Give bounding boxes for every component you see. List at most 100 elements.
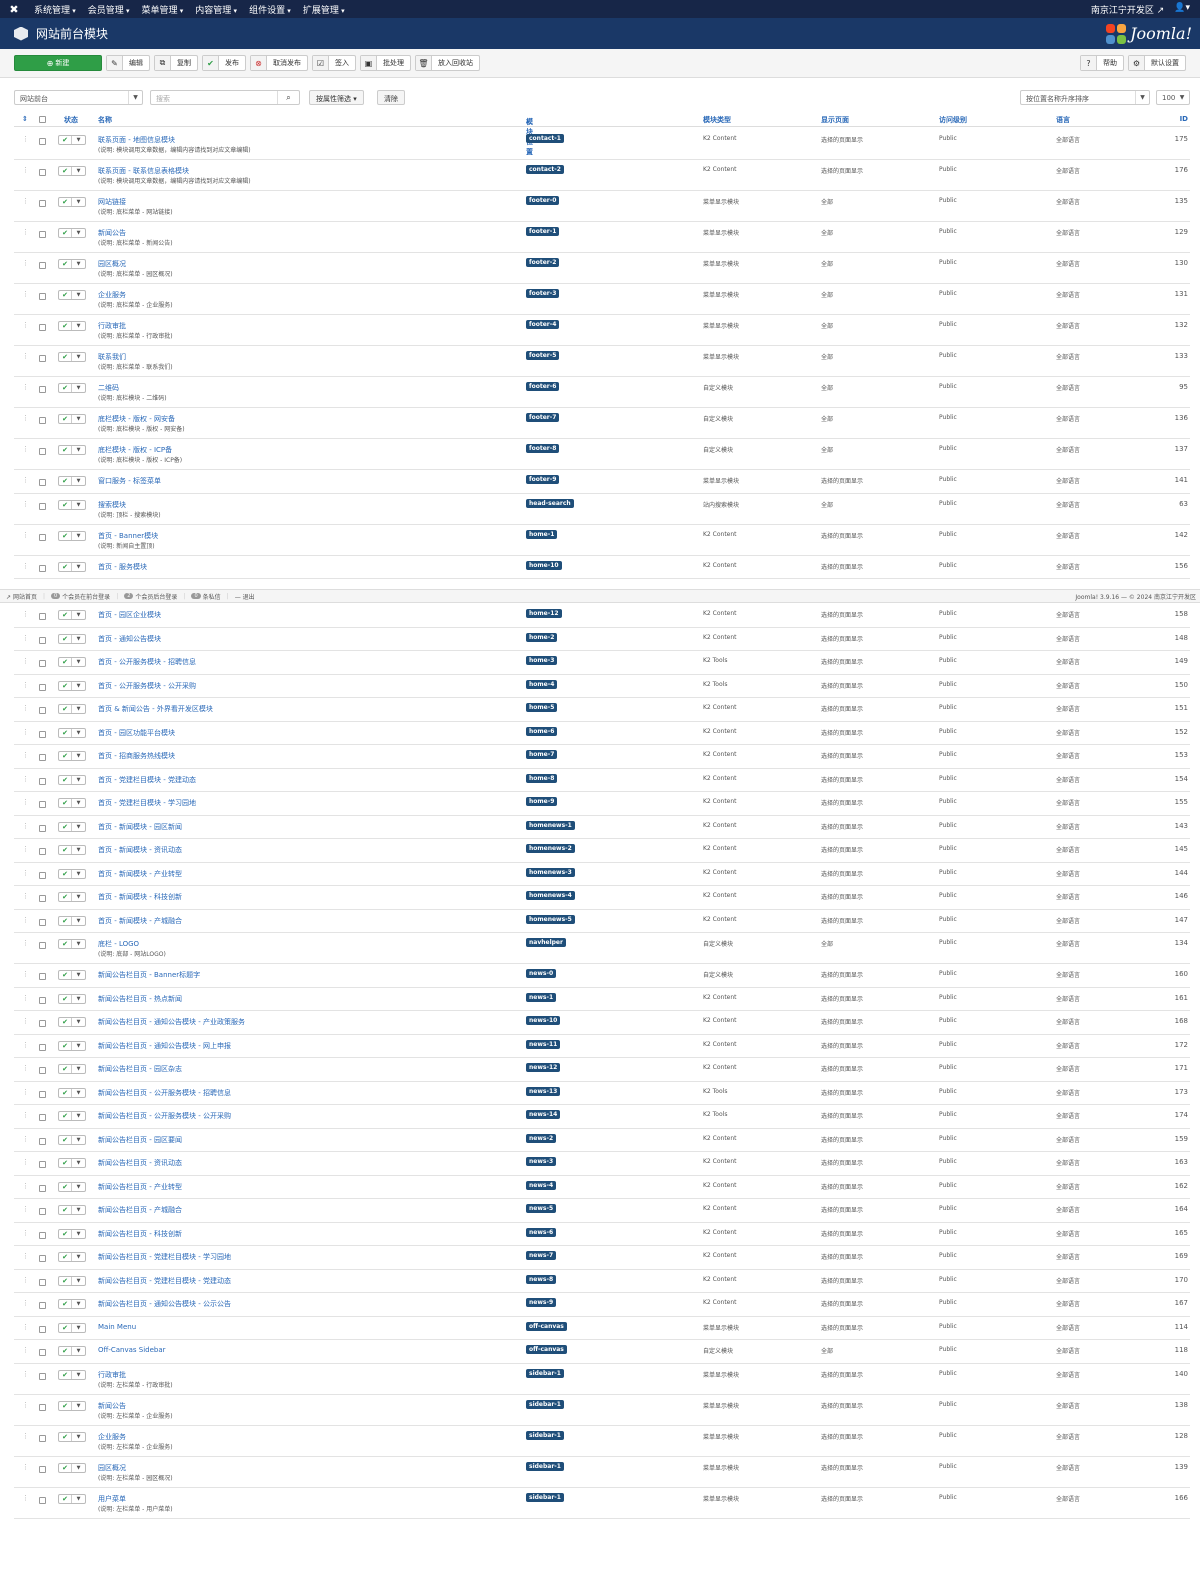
row-checkbox[interactable] <box>39 1020 46 1027</box>
status-toggle[interactable]: ✔ ▼ <box>58 321 86 331</box>
module-title-link[interactable]: 园区概况 <box>98 1463 126 1472</box>
chevron-down-icon[interactable]: ▼ <box>76 753 81 759</box>
chevron-down-icon[interactable]: ▼ <box>76 823 81 830</box>
status-toggle[interactable]: ✔ ▼ <box>58 135 86 145</box>
published-check-icon[interactable]: ✔ <box>59 229 73 237</box>
row-checkbox[interactable] <box>39 754 46 761</box>
filter-options-button[interactable]: 按属性筛选 ▾ <box>309 90 364 105</box>
status-toggle[interactable]: ✔ ▼ <box>58 1275 86 1286</box>
published-check-icon[interactable]: ✔ <box>59 415 73 423</box>
status-toggle[interactable]: ✔ ▼ <box>58 1369 86 1380</box>
status-toggle[interactable]: ✔ ▼ <box>58 633 86 644</box>
drag-handle-icon[interactable]: ⋮ <box>22 915 29 924</box>
row-checkbox[interactable] <box>39 942 46 949</box>
published-check-icon[interactable]: ✔ <box>59 728 73 737</box>
chevron-down-icon[interactable]: ▼ <box>76 1254 81 1260</box>
module-title-link[interactable]: 新闻公告栏目页 - 党建栏目模块 - 学习园地 <box>98 1253 231 1261</box>
row-checkbox[interactable] <box>39 801 46 808</box>
module-title-link[interactable]: 首页 - 服务模块 <box>98 562 147 571</box>
module-title-link[interactable]: 新闻公告栏目页 - 公开服务模块 - 公开采购 <box>98 1112 231 1120</box>
module-title-link[interactable]: 首页 - 通知公告模块 <box>98 634 161 643</box>
chevron-down-icon[interactable]: ▼ <box>76 635 81 642</box>
drag-handle-icon[interactable]: ⋮ <box>22 1299 29 1307</box>
module-title-link[interactable]: 新闻公告栏目页 - 党建栏目模块 - 党建动态 <box>98 1276 231 1285</box>
status-toggle[interactable]: ✔ ▼ <box>58 680 86 691</box>
published-check-icon[interactable]: ✔ <box>59 167 73 175</box>
row-checkbox[interactable] <box>39 730 46 738</box>
module-title-link[interactable]: 首页 - 公开服务模块 - 公开采购 <box>98 681 196 690</box>
published-check-icon[interactable]: ✔ <box>59 822 73 831</box>
module-title-link[interactable]: 首页 - 党建栏目模块 - 学习园地 <box>98 799 196 807</box>
row-checkbox[interactable] <box>39 1302 46 1309</box>
column-status[interactable]: 状态 <box>64 116 78 124</box>
status-toggle[interactable]: ✔ ▼ <box>58 610 86 620</box>
published-check-icon[interactable]: ✔ <box>59 869 73 878</box>
drag-handle-icon[interactable]: ⋮ <box>22 1462 29 1471</box>
column-language[interactable]: 语言 <box>1056 116 1070 124</box>
status-toggle[interactable]: ✔ ▼ <box>58 445 86 455</box>
status-toggle[interactable]: ✔ ▼ <box>58 970 86 980</box>
published-check-icon[interactable]: ✔ <box>59 291 73 299</box>
drag-handle-icon[interactable]: ⋮ <box>22 290 29 298</box>
published-check-icon[interactable]: ✔ <box>59 260 73 268</box>
drag-handle-icon[interactable]: ⋮ <box>22 633 29 642</box>
drag-handle-icon[interactable]: ⋮ <box>22 228 29 236</box>
published-check-icon[interactable]: ✔ <box>59 1065 73 1073</box>
module-title-link[interactable]: 首页 - Banner模块 <box>98 531 159 540</box>
drag-handle-icon[interactable]: ⋮ <box>22 774 29 783</box>
row-checkbox[interactable] <box>39 355 46 362</box>
chevron-down-icon[interactable]: ▼ <box>76 612 81 618</box>
drag-handle-icon[interactable]: ⋮ <box>22 1400 29 1409</box>
column-access[interactable]: 访问级别 <box>939 116 967 124</box>
published-check-icon[interactable]: ✔ <box>59 658 73 666</box>
chevron-down-icon[interactable]: ▼ <box>76 1089 81 1096</box>
chevron-down-icon[interactable]: ▼ <box>76 800 81 806</box>
chevron-down-icon[interactable]: ▼ <box>76 1183 81 1190</box>
module-title-link[interactable]: 二维码 <box>98 384 119 392</box>
published-check-icon[interactable]: ✔ <box>59 681 73 690</box>
chevron-down-icon[interactable]: ▼ <box>76 1230 81 1237</box>
row-checkbox[interactable] <box>39 502 46 510</box>
module-title-link[interactable]: 底栏模块 - 版权 - 网安备 <box>98 415 175 423</box>
chevron-down-icon[interactable]: ▼ <box>76 292 81 298</box>
drag-handle-icon[interactable]: ⋮ <box>22 1252 29 1260</box>
chevron-down-icon[interactable]: ▼ <box>76 1160 81 1166</box>
published-check-icon[interactable]: ✔ <box>59 1494 73 1503</box>
row-checkbox[interactable] <box>39 1403 46 1411</box>
status-toggle[interactable]: ✔ ▼ <box>58 383 86 393</box>
chevron-down-icon[interactable]: ▼ <box>76 1433 81 1440</box>
published-check-icon[interactable]: ✔ <box>59 198 73 206</box>
status-toggle[interactable]: ✔ ▼ <box>58 352 86 362</box>
menu-menus[interactable]: 菜单管理 <box>136 3 190 16</box>
drag-handle-icon[interactable]: ⋮ <box>22 1181 29 1190</box>
chevron-down-icon[interactable]: ▼ <box>76 706 81 712</box>
drag-handle-icon[interactable]: ⋮ <box>22 383 29 391</box>
status-toggle[interactable]: ✔ ▼ <box>58 197 86 207</box>
published-check-icon[interactable]: ✔ <box>59 1370 73 1379</box>
status-toggle[interactable]: ✔ ▼ <box>58 259 86 269</box>
select-all-checkbox[interactable] <box>39 116 46 123</box>
published-check-icon[interactable]: ✔ <box>59 1276 73 1285</box>
module-title-link[interactable]: 首页 - 园区功能平台模块 <box>98 728 175 737</box>
view-site-link[interactable]: ↗ 网站首页 <box>6 593 37 601</box>
module-title-link[interactable]: 新闻公告栏目页 - 通知公告模块 - 产业政策服务 <box>98 1018 245 1026</box>
chevron-down-icon[interactable]: ▼ <box>76 1348 81 1354</box>
published-check-icon[interactable]: ✔ <box>59 500 73 509</box>
row-checkbox[interactable] <box>39 777 46 785</box>
row-checkbox[interactable] <box>39 848 46 855</box>
module-title-link[interactable]: 首页 & 新闻公告 - 外界看开发区模块 <box>98 705 213 713</box>
chevron-down-icon[interactable]: ▼ <box>76 1301 81 1307</box>
drag-handle-icon[interactable]: ⋮ <box>22 821 29 830</box>
status-toggle[interactable]: ✔ ▼ <box>58 993 86 1004</box>
trash-button[interactable]: 🗑 放入回收站 <box>415 55 480 71</box>
menu-extensions[interactable]: 扩展管理 <box>297 3 351 16</box>
drag-handle-icon[interactable]: ⋮ <box>22 970 29 978</box>
menu-components[interactable]: 组件设置 <box>243 3 297 16</box>
published-check-icon[interactable]: ✔ <box>59 775 73 784</box>
published-check-icon[interactable]: ✔ <box>59 611 73 619</box>
chevron-down-icon[interactable]: ▼ <box>76 199 81 205</box>
row-checkbox[interactable] <box>39 1184 46 1192</box>
status-toggle[interactable]: ✔ ▼ <box>58 1299 86 1309</box>
published-check-icon[interactable]: ✔ <box>59 136 73 144</box>
drag-handle-icon[interactable]: ⋮ <box>22 1205 29 1213</box>
